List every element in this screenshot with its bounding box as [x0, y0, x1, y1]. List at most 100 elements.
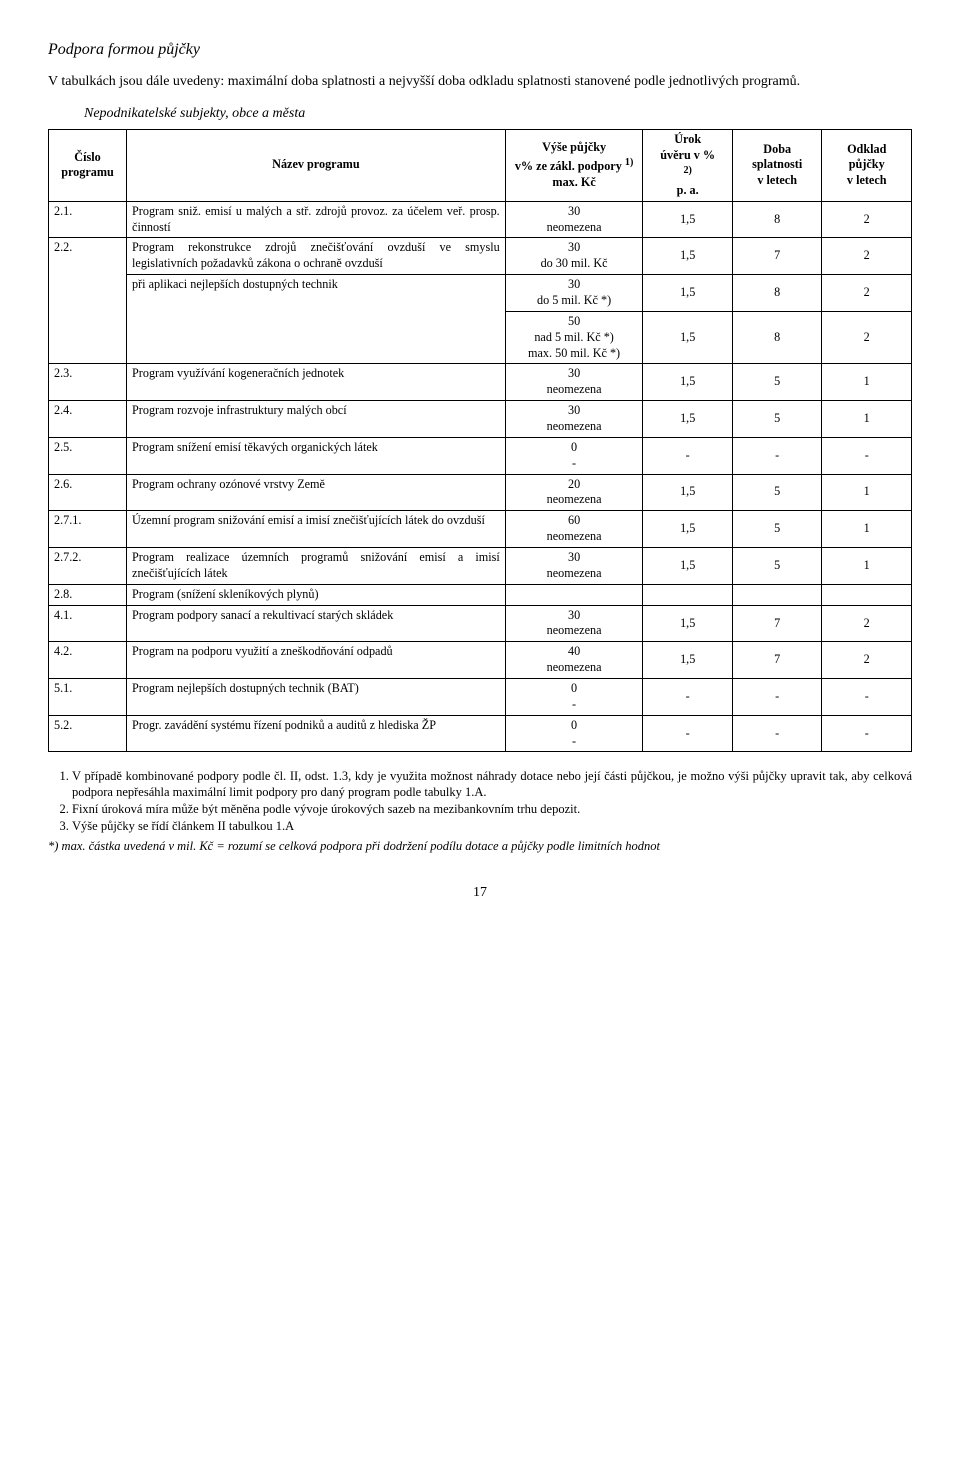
cell-interest: 1,5: [643, 642, 733, 679]
cell-interest: 1,5: [643, 201, 733, 238]
cell-amount-bot: neomezena: [547, 566, 602, 580]
cell-num: 2.7.2.: [49, 548, 127, 585]
cell-amount-bot: -: [572, 697, 576, 711]
cell-num: 2.3.: [49, 364, 127, 401]
th-amount-line1: Výše půjčky: [542, 140, 606, 154]
cell-deferral: 2: [822, 311, 912, 364]
cell-amount-bot: neomezena: [547, 660, 602, 674]
cell-num: [49, 275, 127, 312]
cell-amount: 30 neomezena: [505, 364, 643, 401]
cell-deferral: 2: [822, 201, 912, 238]
table-row: 50 nad 5 mil. Kč *) max. 50 mil. Kč *) 1…: [49, 311, 912, 364]
cell-interest: -: [643, 715, 733, 752]
cell-num: 2.6.: [49, 474, 127, 511]
cell-amount-top: 30: [568, 240, 580, 254]
cell-maturity: [732, 584, 822, 605]
footnote-star: *) max. částka uvedená v mil. Kč = rozum…: [48, 838, 912, 854]
cell-num: 5.2.: [49, 715, 127, 752]
cell-num: 2.5.: [49, 437, 127, 474]
cell-maturity: 7: [732, 605, 822, 642]
cell-amount-top: 50: [568, 314, 580, 328]
th-deferral-line3: v letech: [847, 173, 887, 187]
page-number: 17: [48, 884, 912, 902]
cell-interest: 1,5: [643, 511, 733, 548]
cell-interest: 1,5: [643, 474, 733, 511]
cell-amount: 50 nad 5 mil. Kč *) max. 50 mil. Kč *): [505, 311, 643, 364]
cell-maturity: 7: [732, 238, 822, 275]
cell-maturity: -: [732, 437, 822, 474]
cell-amount-top: 30: [568, 550, 580, 564]
th-interest-sup: 2): [683, 165, 691, 176]
cell-amount-top: 20: [568, 477, 580, 491]
th-deferral-line1: Odklad: [847, 142, 886, 156]
cell-maturity: 5: [732, 401, 822, 438]
cell-num: 4.1.: [49, 605, 127, 642]
th-name: Název programu: [127, 130, 506, 202]
cell-deferral: 2: [822, 238, 912, 275]
cell-amount-bot: -: [572, 734, 576, 748]
cell-maturity: 5: [732, 511, 822, 548]
cell-interest: 1,5: [643, 364, 733, 401]
cell-deferral: 2: [822, 642, 912, 679]
cell-deferral: [822, 584, 912, 605]
page-title: Podpora formou půjčky: [48, 40, 912, 61]
cell-name: Územní program snižování emisí a imisí z…: [127, 511, 506, 548]
th-deferral: Odklad půjčky v letech: [822, 130, 912, 202]
cell-amount-bot: neomezena: [547, 419, 602, 433]
th-maturity-line3: v letech: [757, 173, 797, 187]
cell-name: Program rozvoje infrastruktury malých ob…: [127, 401, 506, 438]
cell-num: 2.8.: [49, 584, 127, 605]
cell-name: Program nejlepších dostupných technik (B…: [127, 679, 506, 716]
cell-name: [127, 311, 506, 364]
table-row: 2.2. Program rekonstrukce zdrojů znečišť…: [49, 238, 912, 275]
cell-maturity: 8: [732, 275, 822, 312]
cell-amount: 30 neomezena: [505, 548, 643, 585]
cell-deferral: -: [822, 679, 912, 716]
cell-amount: 0 -: [505, 715, 643, 752]
cell-name: Program snížení emisí těkavých organický…: [127, 437, 506, 474]
cell-name: Program využívání kogeneračních jednotek: [127, 364, 506, 401]
th-interest-line3: p. a.: [677, 183, 699, 197]
cell-interest: 1,5: [643, 275, 733, 312]
table-row: 2.6. Program ochrany ozónové vrstvy Země…: [49, 474, 912, 511]
table-row: 2.8. Program (snížení skleníkových plynů…: [49, 584, 912, 605]
cell-amount-bot: neomezena: [547, 492, 602, 506]
th-interest-line2: úvěru v %: [660, 148, 715, 162]
cell-amount-bot: max. 50 mil. Kč *): [528, 346, 620, 360]
cell-interest: [643, 584, 733, 605]
cell-deferral: 2: [822, 275, 912, 312]
cell-num: 4.2.: [49, 642, 127, 679]
cell-amount-top: 30: [568, 204, 580, 218]
table-row: 2.4. Program rozvoje infrastruktury malý…: [49, 401, 912, 438]
th-maturity-line2: splatnosti: [752, 157, 802, 171]
table-row: 2.7.2. Program realizace územních progra…: [49, 548, 912, 585]
cell-maturity: 8: [732, 311, 822, 364]
table-row: 2.5. Program snížení emisí těkavých orga…: [49, 437, 912, 474]
th-amount-line3: max. Kč: [552, 175, 595, 189]
cell-amount-bot: do 30 mil. Kč: [541, 256, 608, 270]
cell-amount-top: 0: [571, 681, 577, 695]
cell-num: 2.2.: [49, 238, 127, 275]
cell-amount-bot: neomezena: [547, 529, 602, 543]
cell-maturity: 7: [732, 642, 822, 679]
footnote-1: V případě kombinované podpory podle čl. …: [72, 768, 912, 800]
cell-name: Program ochrany ozónové vrstvy Země: [127, 474, 506, 511]
cell-interest: 1,5: [643, 311, 733, 364]
cell-interest: 1,5: [643, 548, 733, 585]
table-row: 5.2. Progr. zavádění systému řízení podn…: [49, 715, 912, 752]
cell-deferral: 2: [822, 605, 912, 642]
cell-name: Program realizace územních programů sniž…: [127, 548, 506, 585]
cell-amount-bot: neomezena: [547, 623, 602, 637]
cell-name: Program (snížení skleníkových plynů): [127, 584, 506, 605]
cell-deferral: -: [822, 715, 912, 752]
cell-amount-top: 0: [571, 440, 577, 454]
cell-amount: 30 neomezena: [505, 201, 643, 238]
cell-amount: 0 -: [505, 679, 643, 716]
cell-maturity: 8: [732, 201, 822, 238]
footnote-3: Výše půjčky se řídí článkem II tabulkou …: [72, 818, 912, 834]
cell-name: Progr. zavádění systému řízení podniků a…: [127, 715, 506, 752]
cell-name: při aplikaci nejlepších dostupných techn…: [127, 275, 506, 312]
cell-amount-top: 30: [568, 366, 580, 380]
cell-deferral: 1: [822, 474, 912, 511]
cell-maturity: 5: [732, 474, 822, 511]
